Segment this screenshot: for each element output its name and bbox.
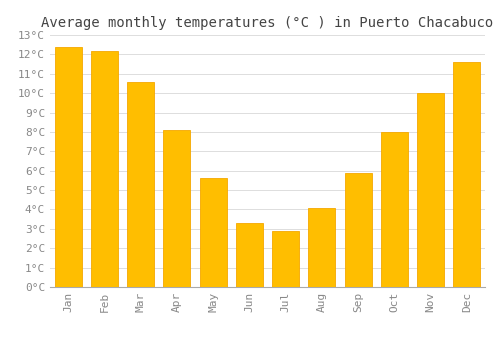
Bar — [91, 50, 118, 287]
Title: Average monthly temperatures (°C ) in Puerto Chacabuco: Average monthly temperatures (°C ) in Pu… — [42, 16, 494, 30]
Bar — [381, 132, 408, 287]
Bar — [344, 173, 372, 287]
Bar — [200, 178, 226, 287]
Bar — [127, 82, 154, 287]
Bar — [236, 223, 263, 287]
Bar — [308, 208, 336, 287]
Bar — [54, 47, 82, 287]
Bar — [454, 62, 480, 287]
Bar — [164, 130, 190, 287]
Bar — [417, 93, 444, 287]
Bar — [272, 231, 299, 287]
